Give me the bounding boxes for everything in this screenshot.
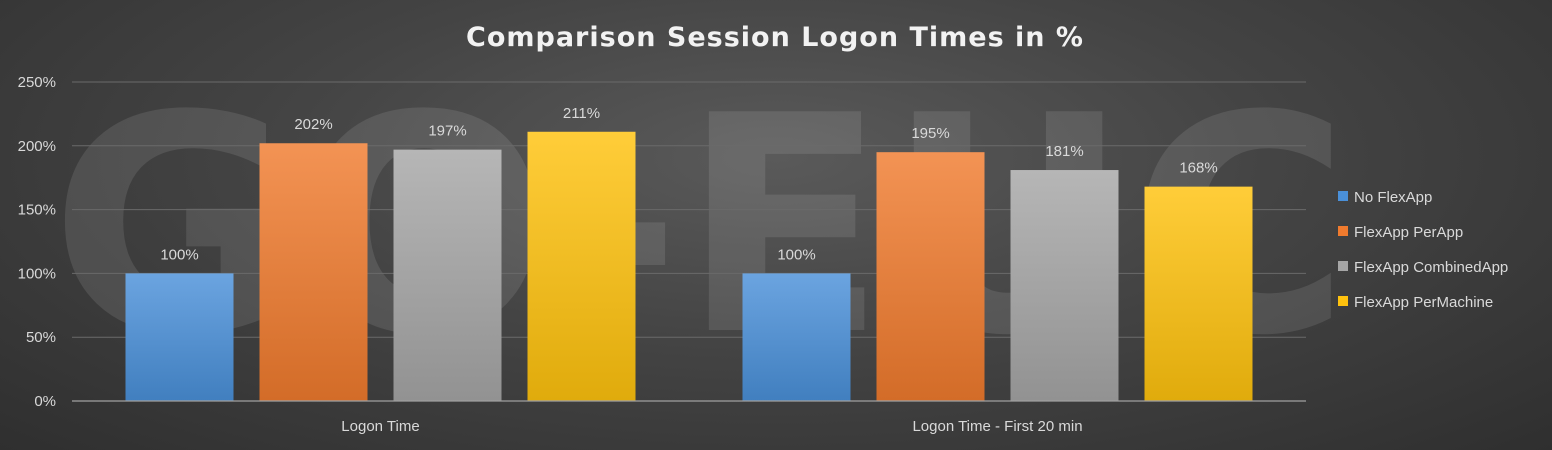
chart-title: Comparison Session Logon Times in % xyxy=(466,22,1084,53)
data-label: 100% xyxy=(160,246,198,263)
bar-flexapp-combinedapp-0 xyxy=(393,149,502,401)
data-label: 195% xyxy=(911,125,949,142)
x-category-label: Logon Time - First 20 min xyxy=(912,418,1082,435)
legend-swatch xyxy=(1338,226,1348,236)
data-labels: 100% 202% 197% 211% 100% 195% 181% 168% xyxy=(160,105,1217,264)
y-tick-label: 0% xyxy=(34,393,56,410)
legend-label: FlexApp PerApp xyxy=(1354,224,1463,241)
bars xyxy=(125,131,1253,402)
bar-flexapp-permachine-0 xyxy=(527,131,636,401)
axes: 0% 50% 100% 150% 200% 250% Logon Time Logon Tim… xyxy=(18,74,1306,435)
legend-swatch xyxy=(1338,191,1348,201)
legend-label: FlexApp PerMachine xyxy=(1354,294,1493,311)
y-tick-label: 100% xyxy=(18,265,56,282)
data-label: 100% xyxy=(777,246,815,263)
data-label: 181% xyxy=(1045,143,1083,160)
bar-flexapp-permachine-1 xyxy=(1144,186,1253,401)
y-tick-label: 250% xyxy=(18,74,56,91)
data-label: 168% xyxy=(1179,160,1217,177)
bar-no-flexapp-0 xyxy=(125,273,234,401)
legend-swatch xyxy=(1338,296,1348,306)
bar-flexapp-perapp-0 xyxy=(259,143,368,402)
legend-label: FlexApp CombinedApp xyxy=(1354,259,1508,276)
bar-flexapp-perapp-1 xyxy=(876,152,985,401)
legend-label: No FlexApp xyxy=(1354,189,1432,206)
x-category-label: Logon Time xyxy=(341,418,419,435)
legend-swatch xyxy=(1338,261,1348,271)
data-label: 197% xyxy=(428,123,466,140)
data-label: 211% xyxy=(563,105,600,122)
y-tick-label: 50% xyxy=(26,329,56,346)
y-tick-label: 200% xyxy=(18,138,56,155)
data-label: 202% xyxy=(294,116,332,133)
bar-no-flexapp-1 xyxy=(742,273,851,401)
legend: No FlexApp FlexApp PerApp FlexApp Combined… xyxy=(1338,189,1508,311)
y-tick-label: 150% xyxy=(18,202,56,219)
bar-flexapp-combinedapp-1 xyxy=(1010,170,1119,401)
